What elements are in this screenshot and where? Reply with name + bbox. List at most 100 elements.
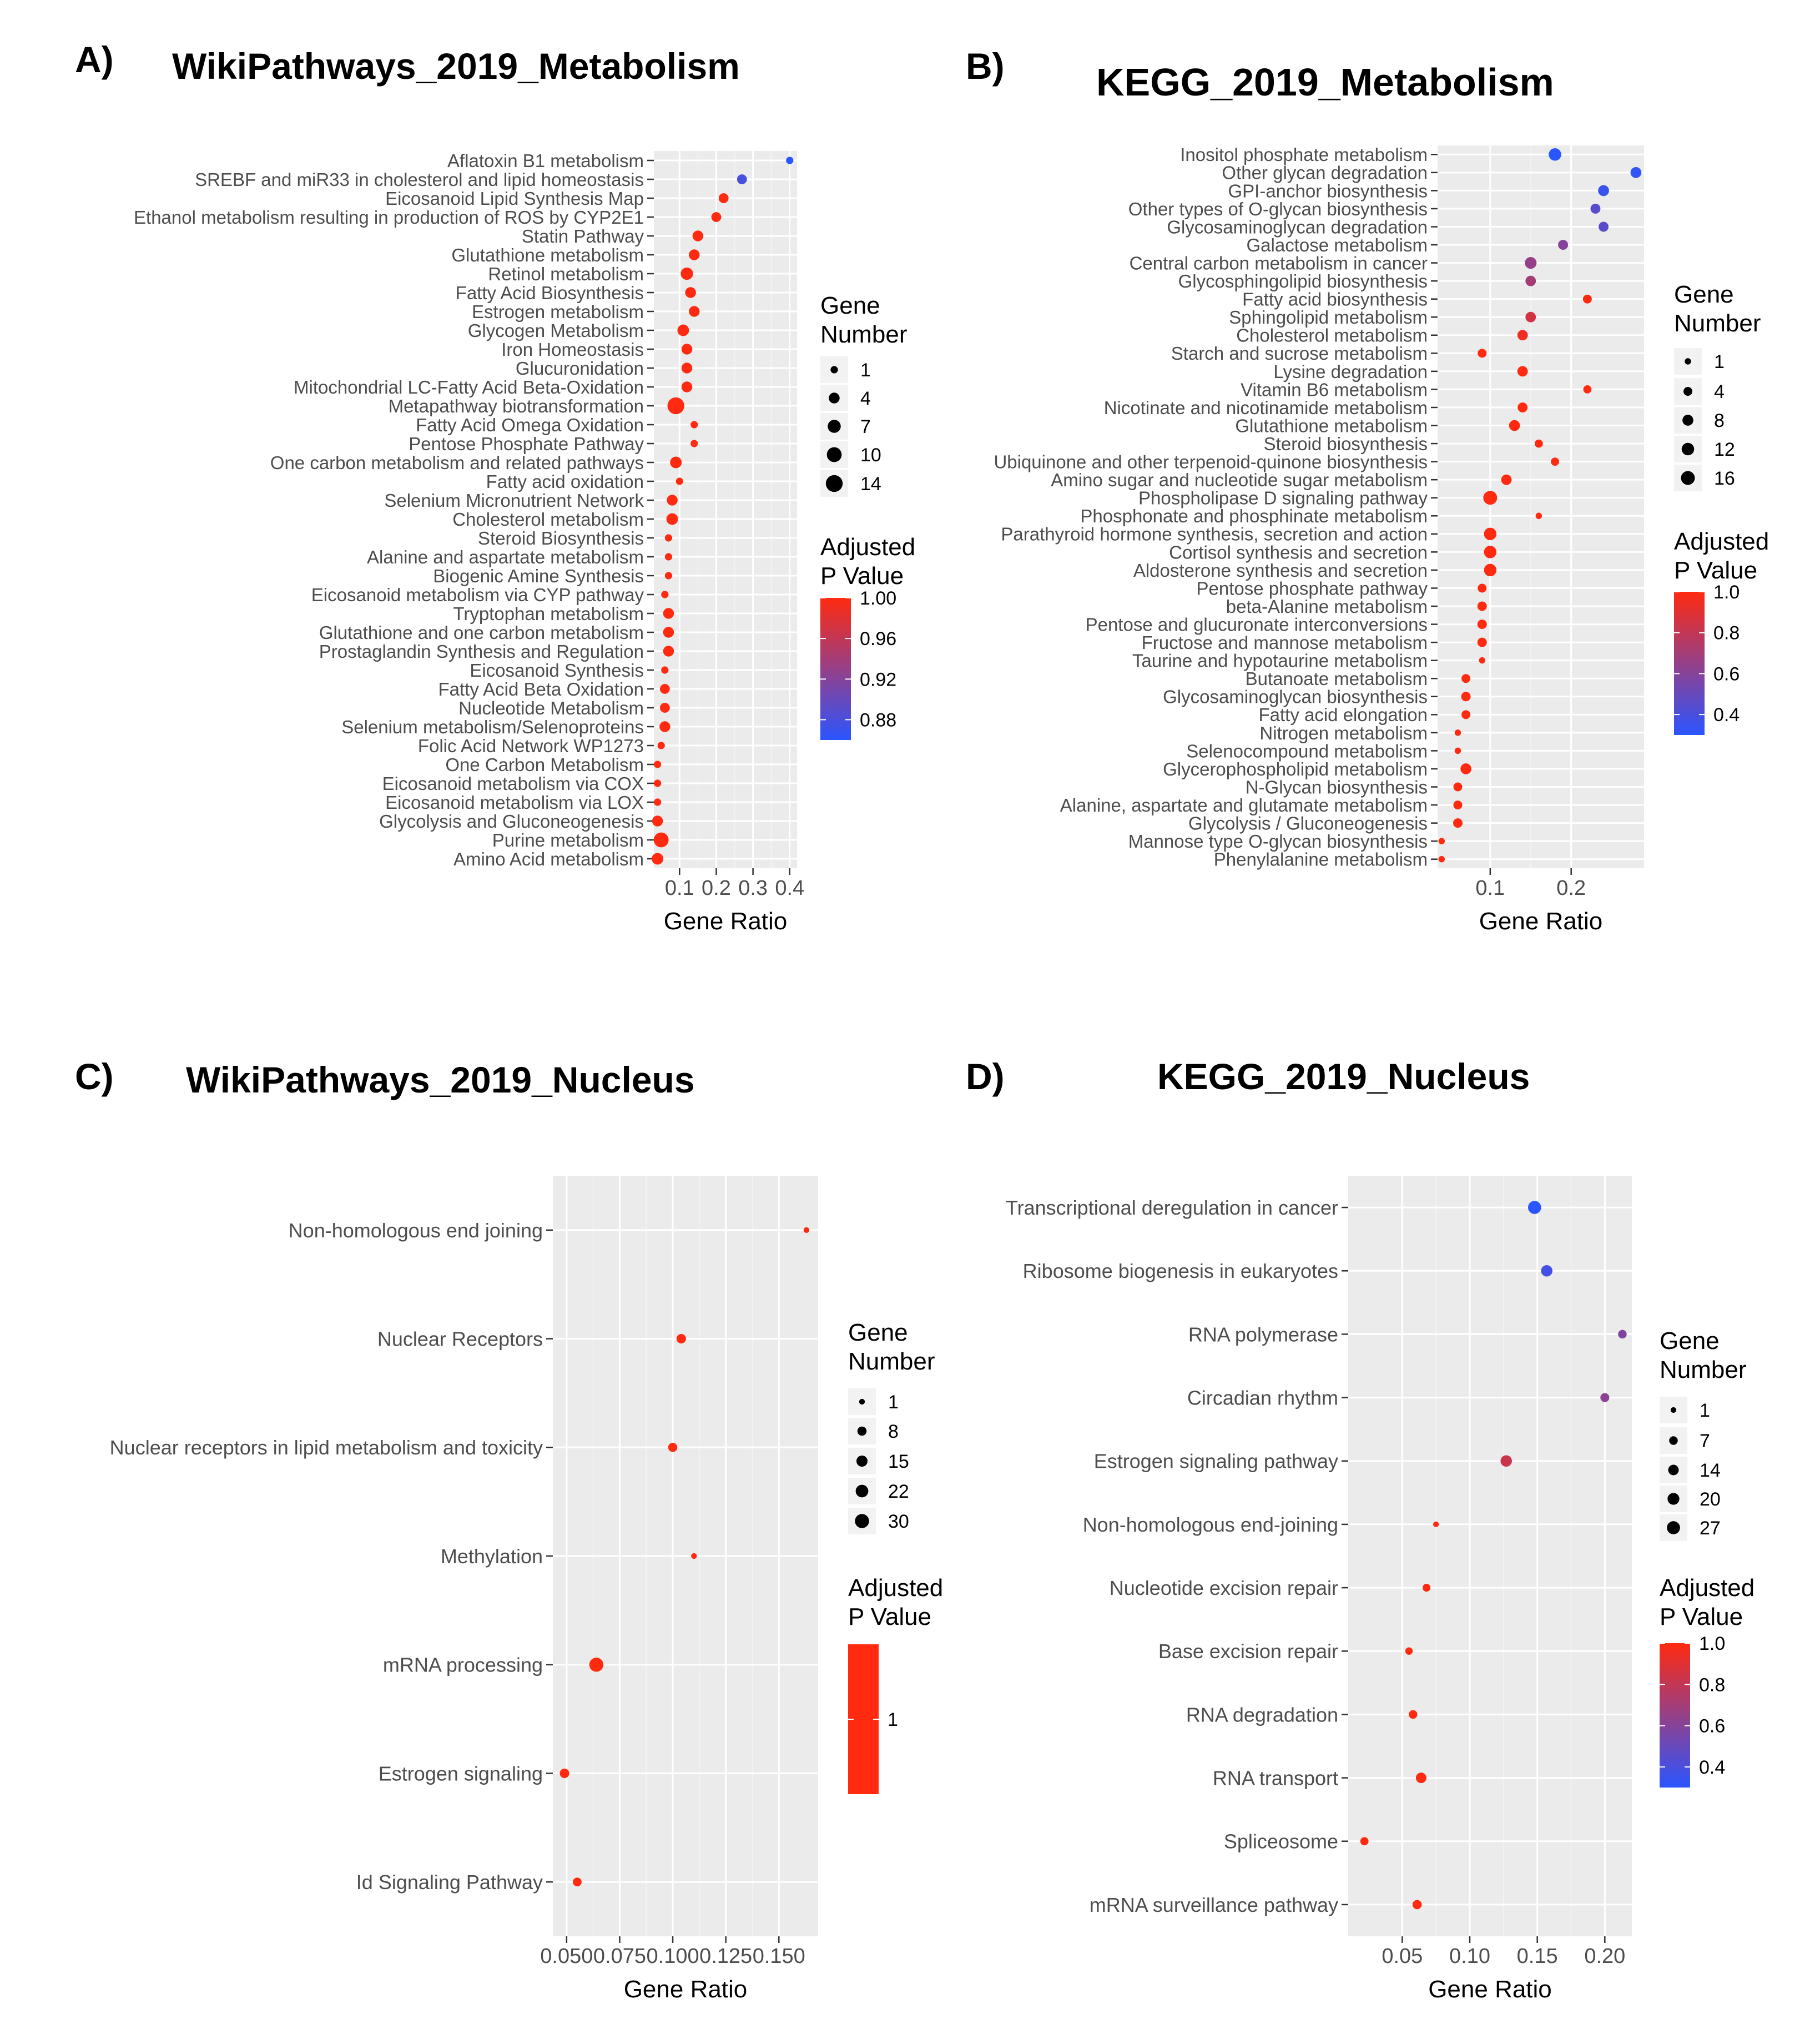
data-point	[1527, 1201, 1541, 1214]
data-point	[1405, 1647, 1413, 1655]
size-legend-label: 1	[860, 360, 871, 381]
x-tick-label: 0.2	[702, 877, 731, 900]
color-legend-bar	[1660, 1643, 1690, 1788]
data-point	[1618, 1330, 1627, 1339]
x-tick-label: 0.1	[1475, 877, 1505, 900]
color-legend-title: Adjusted	[1674, 528, 1769, 555]
data-point	[1478, 349, 1487, 358]
data-point	[661, 591, 669, 598]
data-point	[737, 174, 747, 184]
category-label: Mannose type O-glycan biosynthesis	[1128, 831, 1428, 852]
size-legend-title: Gene	[1660, 1327, 1720, 1355]
panel-c: C) WikiPathways_2019_Nucleus Non-homolog…	[75, 1056, 943, 2003]
panel-b: B) KEGG_2019_Metabolism Inositol phospha…	[966, 46, 1769, 935]
data-point	[1517, 330, 1528, 341]
category-label: Selenium Micronutrient Network	[384, 490, 644, 511]
data-point	[653, 832, 669, 848]
color-legend-title: P Value	[1674, 557, 1757, 584]
data-point	[675, 477, 683, 485]
x-axis-label: Gene Ratio	[664, 908, 788, 935]
data-point	[681, 362, 693, 374]
category-label: Eicosanoid metabolism via COX	[382, 773, 644, 794]
data-point	[691, 1553, 697, 1559]
data-point	[1484, 563, 1497, 577]
category-label: Ubiquinone and other terpenoid-quinone b…	[994, 452, 1428, 472]
category-label: Cholesterol metabolism	[452, 509, 644, 530]
panel-b-label: B)	[966, 46, 1005, 87]
size-legend-dot	[1682, 415, 1693, 426]
category-label: Vitamin B6 metabolism	[1241, 379, 1428, 400]
color-legend-title: P Value	[1660, 1603, 1743, 1630]
category-label: Retinol metabolism	[488, 264, 644, 284]
size-legend-label: 12	[1714, 439, 1735, 460]
data-point	[653, 779, 662, 787]
category-label: Pentose and glucuronate interconversions	[1086, 614, 1428, 635]
category-label: Circadian rhythm	[1187, 1387, 1338, 1409]
size-legend-dot	[1681, 442, 1695, 456]
category-label: Folic Acid Network WP1273	[418, 736, 644, 756]
color-legend-label: 0.6	[1699, 1716, 1725, 1737]
data-point	[1477, 620, 1487, 630]
x-tick-label: 0.1	[665, 877, 694, 900]
panel-b-title: KEGG_2019_Metabolism	[1096, 61, 1554, 104]
color-legend-label: 1.0	[1699, 1633, 1725, 1654]
plot-background	[654, 151, 797, 868]
data-point	[681, 381, 693, 392]
category-label: One carbon metabolism and related pathwa…	[270, 452, 644, 473]
data-point	[664, 572, 673, 580]
category-label: Amino Acid metabolism	[453, 849, 644, 869]
data-point	[652, 815, 663, 827]
color-legend-bar	[820, 598, 851, 740]
category-label: One Carbon Metabolism	[445, 754, 644, 775]
x-tick-label: 0.050	[540, 1945, 593, 1968]
x-tick-label: 0.3	[738, 877, 768, 900]
category-label: Sphingolipid metabolism	[1229, 307, 1428, 328]
data-point	[667, 495, 678, 506]
size-legend-label: 10	[860, 445, 881, 466]
category-label: Non-homologous end joining	[289, 1219, 543, 1242]
data-point	[1525, 275, 1536, 286]
x-axis-label: Gene Ratio	[624, 1976, 748, 2003]
size-legend-label: 15	[888, 1451, 909, 1472]
category-label: RNA polymerase	[1188, 1323, 1338, 1346]
category-label: Tryptophan metabolism	[453, 603, 644, 624]
data-point	[677, 324, 689, 336]
data-point	[653, 761, 662, 768]
size-legend-label: 1	[888, 1392, 899, 1413]
category-label: Mitochondrial LC-Fatty Acid Beta-Oxidati…	[294, 377, 644, 397]
data-point	[690, 440, 698, 447]
data-point	[1453, 818, 1463, 828]
color-legend-title: Adjusted	[820, 533, 915, 561]
data-point	[1360, 1837, 1369, 1846]
color-legend-label: 1	[888, 1709, 898, 1730]
data-point	[1412, 1900, 1422, 1910]
panel-a-label: A)	[75, 39, 114, 80]
size-legend-label: 16	[1714, 468, 1735, 489]
data-point	[676, 1334, 686, 1344]
category-label: Nitrogen metabolism	[1259, 723, 1428, 743]
data-point	[1461, 692, 1471, 702]
panel-a: A) WikiPathways_2019_Metabolism Aflatoxi…	[75, 39, 915, 935]
category-label: Eicosanoid Lipid Synthesis Map	[385, 188, 644, 209]
category-label: Nicotinate and nicotinamide metabolism	[1104, 397, 1428, 418]
size-legend-label: 1	[1700, 1400, 1710, 1421]
data-point	[1525, 311, 1536, 323]
color-legend-label: 0.88	[860, 709, 896, 731]
category-label: Fatty acid elongation	[1258, 704, 1428, 725]
category-label: GPI-anchor biosynthesis	[1228, 180, 1428, 201]
color-legend-bar	[1674, 592, 1705, 735]
size-legend-dot	[857, 1426, 867, 1436]
data-point	[667, 397, 684, 415]
size-legend-label: 4	[1714, 381, 1725, 402]
x-tick-label: 0.10	[1449, 1945, 1490, 1968]
data-point	[666, 513, 678, 525]
data-point	[685, 287, 696, 298]
color-legend-title: P Value	[820, 562, 904, 590]
category-label: Biogenic Amine Synthesis	[433, 566, 644, 586]
data-point	[786, 157, 794, 164]
data-point	[1534, 439, 1543, 448]
data-point	[664, 534, 673, 542]
category-label: Parathyroid hormone synthesis, secretion…	[1001, 524, 1428, 545]
plot-background	[1348, 1176, 1632, 1936]
category-label: RNA transport	[1213, 1767, 1338, 1790]
